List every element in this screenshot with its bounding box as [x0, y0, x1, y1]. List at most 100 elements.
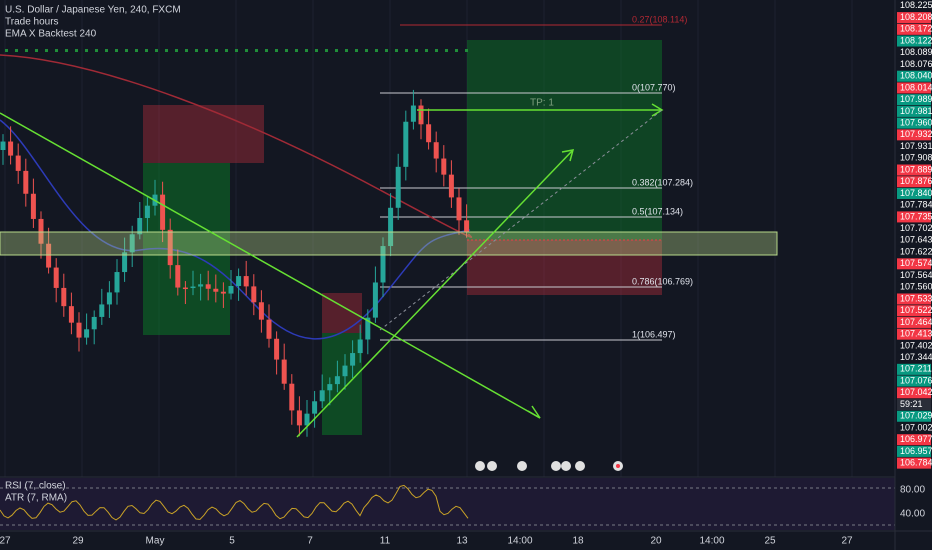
trade-hours-dot — [145, 49, 148, 52]
support-zone — [0, 231, 778, 256]
candle-body — [190, 286, 196, 289]
loss-zone — [143, 105, 264, 163]
trade-hours-dot — [355, 49, 358, 52]
ema-slow — [0, 54, 473, 238]
candle-body — [441, 158, 447, 175]
trade-hours-dot — [45, 49, 48, 52]
price-label: 107.076 — [900, 375, 932, 385]
time-label: 18 — [572, 536, 584, 547]
trade-hours-dot — [455, 49, 458, 52]
candle-body — [8, 141, 14, 156]
trade-hours-dot — [85, 49, 88, 52]
trade-hours-dot — [255, 49, 258, 52]
trade-hours-dot — [395, 49, 398, 52]
candle-body — [76, 322, 82, 338]
candle-body — [342, 365, 348, 377]
price-label-box — [897, 47, 931, 59]
price-label: 107.989 — [900, 94, 932, 104]
trade-hours-dot — [175, 49, 178, 52]
price-label: 108.076 — [900, 59, 932, 69]
candle-body — [182, 287, 188, 290]
candle-body — [433, 142, 439, 159]
price-label: 107.643 — [900, 235, 932, 245]
price-label-box — [897, 352, 931, 364]
price-label-box — [897, 164, 931, 176]
candle-body — [236, 276, 242, 286]
price-label-box — [897, 399, 931, 411]
trade-hours-dot — [195, 49, 198, 52]
price-label-box — [897, 141, 931, 153]
trade-hours-dot — [205, 49, 208, 52]
time-label: 29 — [72, 536, 84, 547]
candle-body — [319, 390, 325, 402]
trade-hours-dot — [345, 49, 348, 52]
fib-label: 1(106.497) — [632, 329, 676, 339]
trade-hours-dot — [325, 49, 328, 52]
candle-body — [38, 218, 44, 244]
trade-hours-dot — [25, 49, 28, 52]
candle-body — [99, 304, 105, 317]
candles — [0, 49, 470, 437]
candle-body — [175, 265, 181, 288]
tp-label: TP: 1 — [530, 98, 554, 109]
price-label: 108.225 — [900, 0, 932, 10]
trade-hours-dot — [415, 49, 418, 52]
price-label: 106.784 — [900, 458, 932, 468]
candle-body — [15, 155, 21, 171]
loss-zone — [467, 240, 662, 295]
time-label: 27 — [841, 536, 853, 547]
trade-hours-dot — [405, 49, 408, 52]
price-label-box — [897, 152, 931, 164]
trade-hours-dot — [155, 49, 158, 52]
candle-body — [350, 353, 356, 366]
price-label: 59:21 — [900, 399, 923, 409]
price-label: 107.402 — [900, 340, 932, 350]
trade-hours-dot — [215, 49, 218, 52]
trade-hours-dot — [385, 49, 388, 52]
trade-hours-dot — [465, 49, 468, 52]
candle-body — [61, 287, 67, 307]
price-label: 107.464 — [900, 317, 932, 327]
trade-hours-dot — [5, 49, 8, 52]
trade-hours-dot — [125, 49, 128, 52]
candle-body — [448, 174, 454, 198]
price-label-box — [897, 363, 931, 375]
price-label-box — [897, 422, 931, 434]
price-label-box — [897, 270, 931, 282]
price-label-box — [897, 94, 931, 106]
price-label: 107.622 — [900, 246, 932, 256]
candle-body — [46, 243, 52, 268]
price-label: 107.574 — [900, 258, 932, 268]
trade-hours-dot — [65, 49, 68, 52]
price-label-box — [897, 410, 931, 422]
price-label-box — [897, 434, 931, 446]
price-label: 107.564 — [900, 270, 932, 280]
price-label-box — [897, 82, 931, 94]
price-label: 108.208 — [900, 12, 932, 22]
price-label: 107.211 — [900, 364, 932, 374]
trade-hours-dot — [245, 49, 248, 52]
time-label: 5 — [229, 536, 235, 547]
candle-body — [0, 141, 6, 150]
price-label: 106.957 — [900, 446, 932, 456]
time-label: 25 — [764, 536, 776, 547]
candle-body — [198, 284, 204, 287]
time-axis: 27 29 May 5 7 11 13 14:00 18 20 14:00 25 27 — [0, 536, 853, 547]
fib-lines — [380, 92, 662, 341]
trade-hours-dot — [305, 49, 308, 52]
price-label-box — [897, 457, 931, 469]
candle-body — [304, 413, 310, 426]
price-label-box — [897, 12, 931, 24]
price-label-box — [897, 340, 931, 352]
price-label: 107.931 — [900, 141, 932, 151]
candle-body — [91, 316, 97, 330]
time-label: 14:00 — [507, 536, 532, 547]
price-label-box — [897, 387, 931, 399]
time-label: 27 — [0, 536, 11, 547]
candle-body — [266, 319, 272, 339]
price-label-box — [897, 281, 931, 293]
trend-lines — [0, 103, 664, 438]
candle-body — [251, 286, 257, 303]
